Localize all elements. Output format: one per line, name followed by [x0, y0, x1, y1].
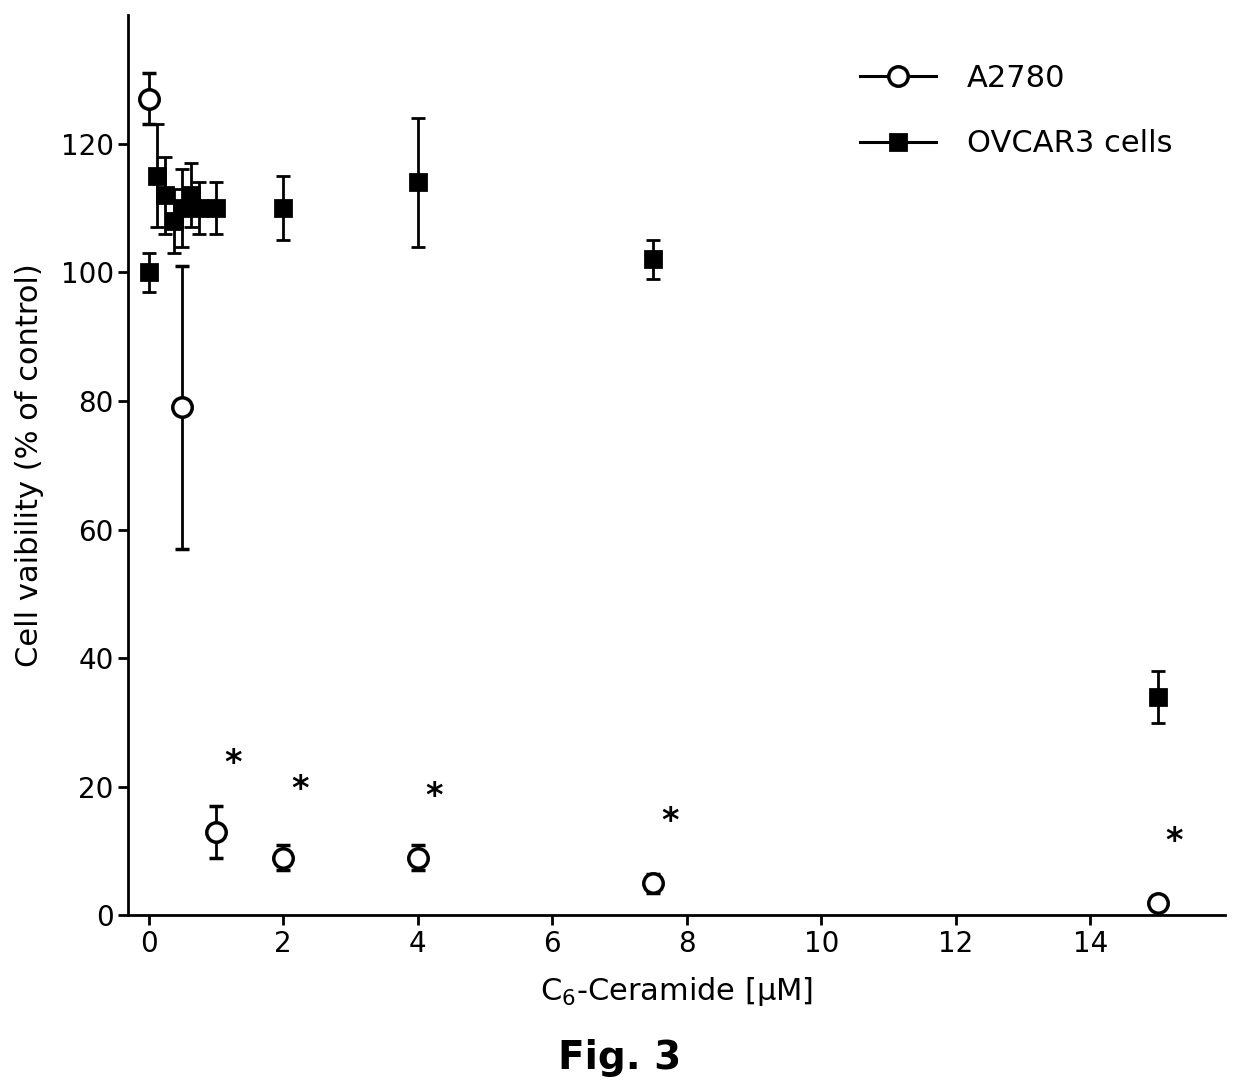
- Text: *: *: [661, 805, 678, 838]
- Y-axis label: Cell vaibility (% of control): Cell vaibility (% of control): [15, 263, 43, 667]
- Legend: A2780, OVCAR3 cells: A2780, OVCAR3 cells: [844, 48, 1188, 173]
- Text: *: *: [291, 774, 309, 806]
- Text: *: *: [425, 780, 443, 813]
- X-axis label: C$_6$-Ceramide [μM]: C$_6$-Ceramide [μM]: [541, 975, 813, 1007]
- Text: *: *: [1166, 825, 1183, 857]
- Text: *: *: [224, 747, 242, 780]
- Text: Fig. 3: Fig. 3: [558, 1039, 682, 1077]
